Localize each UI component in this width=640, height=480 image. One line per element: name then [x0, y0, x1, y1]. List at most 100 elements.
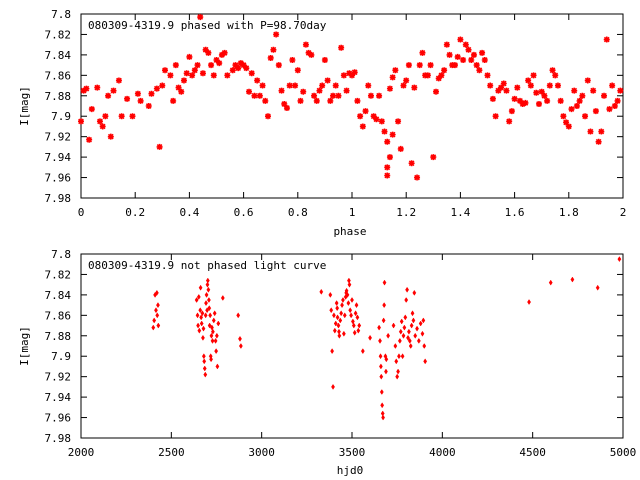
phased-data-point: [384, 172, 391, 179]
phased-data-point: [582, 113, 589, 120]
phased-y-tick-label: 7.82: [45, 28, 72, 41]
unphased-data-point: [199, 320, 204, 327]
phased-x-tick-label: 1.4: [450, 206, 470, 219]
phased-data-point: [441, 67, 448, 74]
phased-data-point: [590, 87, 597, 94]
unphased-data-point: [352, 329, 357, 336]
unphased-x-tick-label: 3500: [339, 446, 366, 459]
unphased-data-point: [338, 317, 343, 324]
unphased-data-point: [202, 358, 207, 365]
phased-data-point: [283, 105, 290, 112]
unphased-x-axis-label: hjd0: [337, 464, 364, 477]
unphased-data-point: [407, 337, 412, 344]
phased-data-point: [568, 106, 575, 113]
phased-data-point: [289, 57, 296, 63]
phased-data-point: [549, 67, 556, 74]
unphased-data-point: [196, 293, 201, 300]
phased-data-point: [262, 97, 269, 104]
phased-data-point: [489, 95, 496, 102]
phased-data-point: [601, 92, 608, 99]
unphased-data-point: [156, 322, 161, 329]
phased-y-tick-label: 7.98: [45, 192, 72, 205]
unphased-x-tick-label: 4500: [519, 446, 546, 459]
phased-data-points: [78, 14, 624, 181]
phased-data-point: [557, 97, 564, 104]
unphased-data-point: [617, 256, 622, 263]
unphased-data-point: [206, 286, 211, 293]
unphased-data-point: [194, 297, 199, 303]
unphased-x-ticks: 2000 2500 3000 3500 4000 4500 5000: [68, 254, 636, 459]
unphased-data-point: [423, 358, 428, 365]
phased-data-point: [218, 51, 225, 58]
phased-data-point: [330, 92, 337, 99]
phased-data-point: [554, 82, 561, 89]
unphased-data-point: [198, 284, 203, 291]
phased-data-point: [256, 92, 263, 99]
unphased-data-point: [368, 334, 372, 341]
unphased-data-point: [210, 337, 215, 344]
phased-light-curve-panel: 0 0.2 0.4 0.6 0.8 1 1.2 1.4 1.6 1.8 2 7.87.827.847…: [18, 8, 626, 238]
unphased-data-point: [355, 314, 360, 321]
phased-data-point: [403, 77, 410, 84]
unphased-data-point: [410, 310, 415, 317]
unphased-data-point: [382, 302, 387, 309]
unphased-data-point: [412, 289, 417, 296]
phased-data-point: [194, 62, 201, 69]
unphased-data-point: [348, 307, 353, 314]
phased-x-tick-label: 1.8: [559, 206, 579, 219]
phased-data-point: [156, 143, 163, 150]
unphased-data-point: [395, 373, 400, 380]
phased-x-tick-label: 0: [78, 206, 85, 219]
phased-data-point: [105, 92, 112, 99]
unphased-y-ticks: 7.8 7.82 7.84 7.86 7.88 7.9 7.92 7.94 7.96 7.98: [45, 248, 623, 445]
phased-data-point: [305, 49, 312, 56]
unphased-data-point: [195, 312, 200, 319]
unphased-x-tick-label: 4000: [429, 446, 456, 459]
phased-x-axis-label: phase: [333, 225, 366, 238]
phased-data-point: [424, 72, 431, 79]
phased-data-point: [389, 74, 396, 81]
phased-data-point: [438, 72, 445, 79]
phased-data-point: [199, 70, 206, 77]
phased-data-point: [609, 82, 616, 89]
unphased-data-point: [329, 307, 334, 314]
unphased-data-point: [201, 353, 206, 360]
phased-data-point: [340, 72, 347, 79]
phased-y-tick-label: 7.88: [45, 90, 72, 103]
unphased-data-point: [420, 330, 425, 337]
unphased-data-point: [220, 294, 225, 301]
phased-data-point: [180, 77, 187, 84]
phased-data-point: [392, 67, 399, 74]
phased-data-point: [376, 92, 383, 99]
phased-data-point: [603, 36, 610, 43]
phased-data-point: [213, 57, 220, 63]
phased-data-point: [533, 89, 540, 96]
phased-data-point: [251, 92, 258, 99]
phased-data-point: [118, 113, 125, 120]
phased-data-point: [370, 113, 377, 120]
phased-data-point: [191, 67, 198, 74]
unphased-data-point: [422, 343, 427, 349]
unphased-data-point: [207, 305, 212, 312]
phased-data-point: [389, 131, 396, 138]
unphased-y-tick-label: 7.96: [45, 412, 72, 425]
unphased-data-point: [409, 322, 414, 329]
unphased-y-tick-label: 7.86: [45, 309, 72, 322]
phased-data-point: [468, 57, 475, 63]
unphased-data-point: [384, 368, 388, 375]
phased-data-point: [99, 123, 106, 130]
phased-chart-title: 080309-4319.9 phased with P=98.70day: [88, 19, 327, 32]
unphased-data-point: [397, 353, 401, 360]
phased-data-point: [94, 84, 101, 91]
phased-data-point: [487, 82, 494, 89]
unphased-data-point: [215, 363, 220, 370]
phased-data-point: [189, 72, 196, 79]
phased-data-point: [614, 97, 621, 104]
phased-data-point: [443, 41, 450, 48]
phased-data-point: [541, 92, 548, 99]
unphased-data-point: [403, 314, 408, 321]
phased-data-point: [107, 133, 114, 140]
unphased-data-point: [203, 371, 208, 378]
phased-y-tick-label: 7.9: [51, 110, 71, 123]
phased-data-point: [495, 87, 502, 94]
